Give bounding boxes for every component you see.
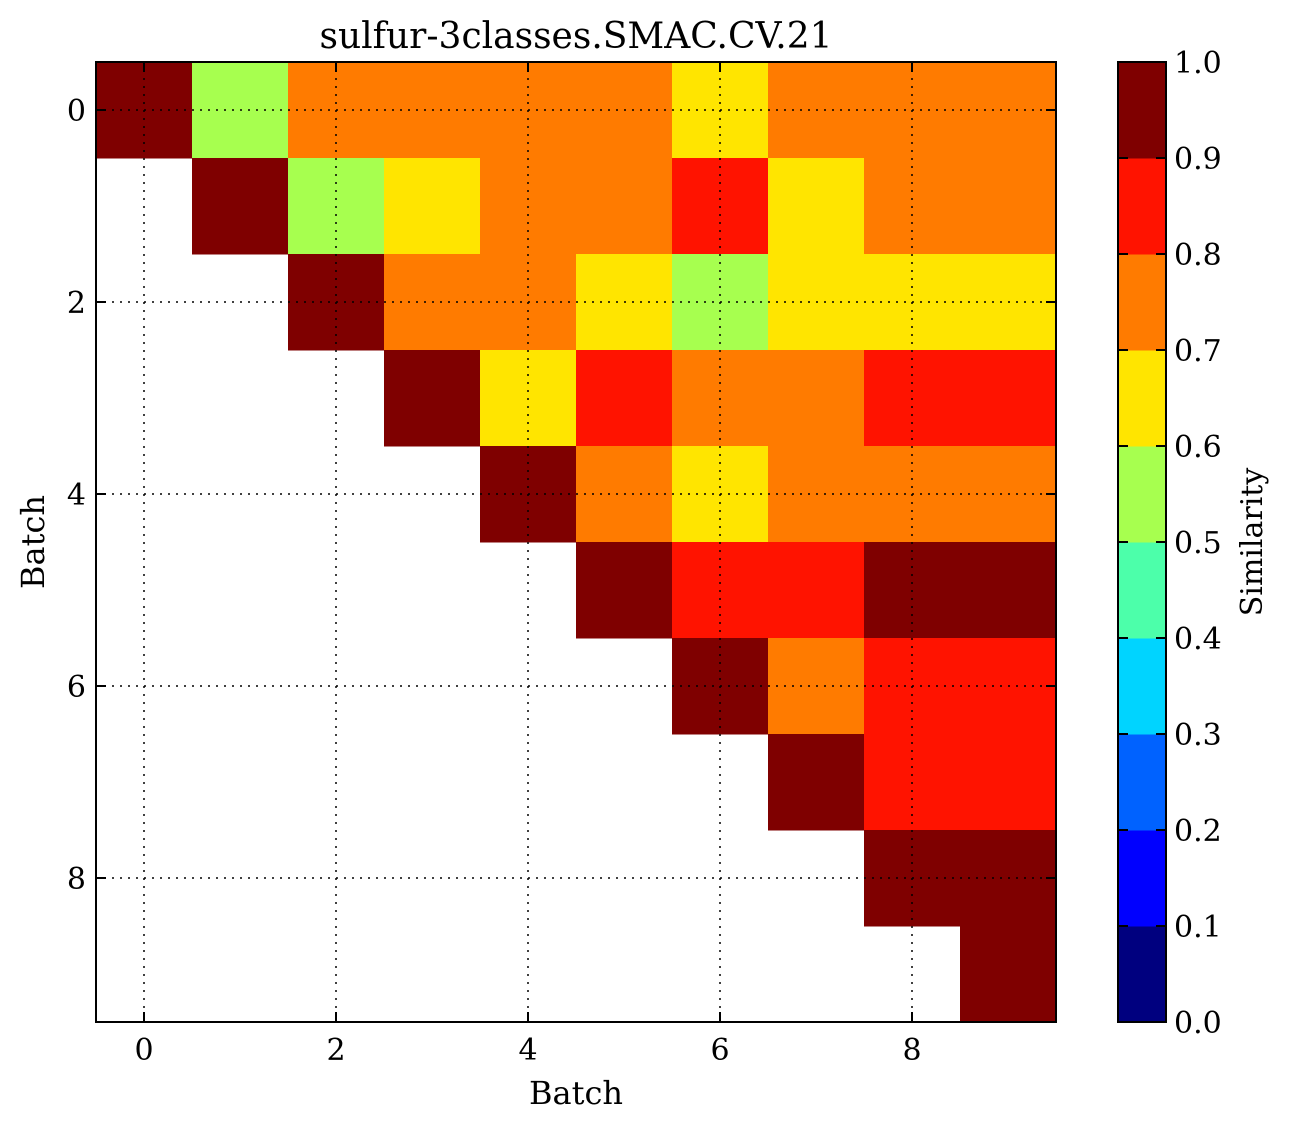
colorbar-tick-label: 0.6 [1174,430,1222,465]
heatmap-cell [960,734,1057,831]
y-tick-label: 2 [67,286,86,321]
x-tick-label: 6 [710,1033,729,1068]
colorbar-tick-label: 0.0 [1174,1006,1222,1041]
y-tick-label: 6 [67,670,86,705]
heatmap-cell [576,158,673,255]
y-tick-label: 4 [67,478,86,513]
x-tick-label: 4 [518,1033,537,1068]
colorbar-tick-label: 0.4 [1174,622,1222,657]
colorbar-label: Similarity [1235,468,1270,617]
heatmap-cell [192,158,289,255]
colorbar-tick-label: 0.3 [1174,718,1222,753]
chart-title: sulfur-3classes.SMAC.CV.21 [320,16,833,57]
x-axis-label: Batch [529,1074,623,1112]
colorbar-tick-label: 0.2 [1174,814,1222,849]
colorbar-segment [1118,158,1166,255]
colorbar-segment [1118,254,1166,351]
x-tick-labels: 0 2 4 6 8 [134,1033,921,1068]
heatmap-cell [384,158,481,255]
heatmap-cell [768,734,865,831]
heatmap-cell [960,542,1057,639]
colorbar-tick-label: 0.8 [1174,238,1222,273]
heatmap-cell [768,158,865,255]
colorbar-tick-label: 0.5 [1174,526,1222,561]
colorbar-tick-label: 0.9 [1174,142,1222,177]
heatmap-cell [960,350,1057,447]
colorbar: 0.0 0.1 0.2 0.3 0.4 0.5 0.6 0.7 0.8 0.9 1.0 [1117,46,1222,1041]
y-tick-labels: 0 2 4 6 8 [67,94,86,897]
colorbar-segment [1118,734,1166,831]
axis-ticks [96,62,1056,1022]
heatmap-cell [768,542,865,639]
heatmap-cell [384,350,481,447]
x-tick-label: 2 [326,1033,345,1068]
y-tick-label: 0 [67,94,86,129]
heatmap-cell [576,350,673,447]
y-tick-label: 8 [67,862,86,897]
colorbar-tick-label: 0.1 [1174,910,1222,945]
colorbar-segment [1118,542,1166,639]
colorbar-segment [1118,62,1166,159]
colorbar-segment [1118,350,1166,447]
colorbar-segment [1118,638,1166,735]
heatmap-cell [960,926,1057,1023]
x-tick-label: 0 [134,1033,153,1068]
heatmap-cell [768,350,865,447]
heatmap-cell [960,158,1057,255]
plot-frame [95,61,1057,1023]
colorbar-segment [1118,446,1166,543]
colorbar-segment [1118,830,1166,927]
heatmap-cell [576,542,673,639]
grid-lines [96,62,1056,1022]
colorbar-tick-label: 0.7 [1174,334,1222,369]
y-axis-label: Batch [14,495,52,589]
x-tick-label: 8 [902,1033,921,1068]
colorbar-tick-label: 1.0 [1174,46,1222,81]
colorbar-segment [1118,926,1166,1023]
